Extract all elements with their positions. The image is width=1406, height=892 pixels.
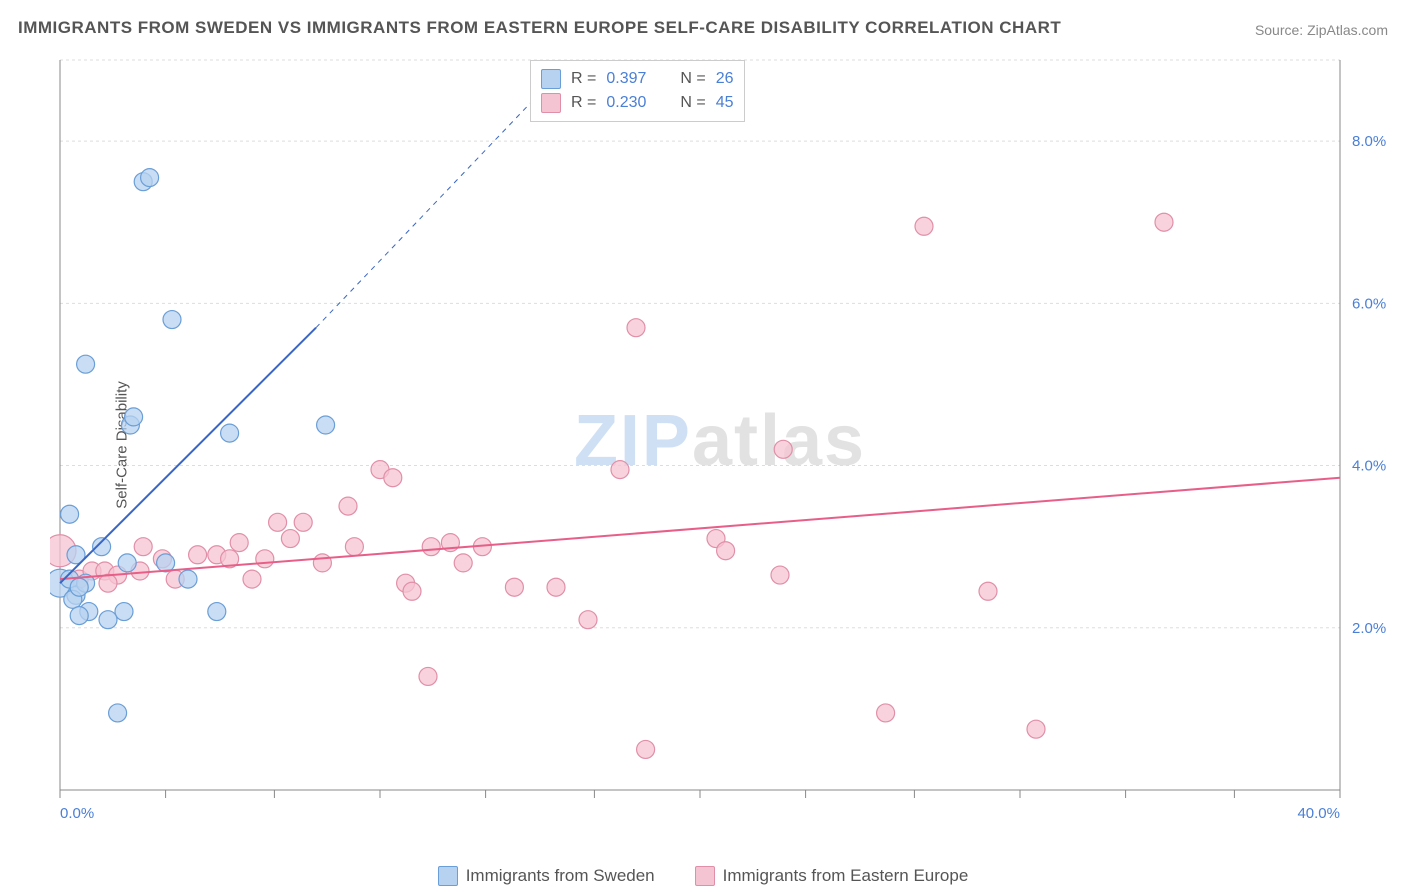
n-value-sweden: 26	[716, 70, 734, 88]
r-label: R =	[571, 70, 596, 88]
series-legend: Immigrants from Sweden Immigrants from E…	[0, 866, 1406, 886]
r-value-eastern-europe: 0.230	[606, 94, 646, 112]
legend-label-sweden: Immigrants from Sweden	[466, 866, 655, 886]
legend-swatch-sweden	[541, 69, 561, 89]
legend-row-eastern-europe: R = 0.230 N = 45	[541, 91, 734, 115]
legend-label-eastern-europe: Immigrants from Eastern Europe	[723, 866, 969, 886]
n-label: N =	[680, 70, 705, 88]
r-label: R =	[571, 94, 596, 112]
legend-item-eastern-europe: Immigrants from Eastern Europe	[695, 866, 969, 886]
legend-swatch-icon	[438, 866, 458, 886]
svg-text:6.0%: 6.0%	[1352, 295, 1386, 312]
legend-swatch-eastern-europe	[541, 93, 561, 113]
legend-row-sweden: R = 0.397 N = 26	[541, 67, 734, 91]
source-attribution: Source: ZipAtlas.com	[1255, 22, 1388, 38]
svg-text:8.0%: 8.0%	[1352, 133, 1386, 150]
legend-swatch-icon	[695, 866, 715, 886]
svg-text:2.0%: 2.0%	[1352, 620, 1386, 637]
legend-item-sweden: Immigrants from Sweden	[438, 866, 655, 886]
scatter-chart: 2.0% 4.0% 6.0% 8.0% 0.0% 40.0%	[50, 50, 1390, 840]
chart-title: IMMIGRANTS FROM SWEDEN VS IMMIGRANTS FRO…	[18, 18, 1061, 38]
svg-text:0.0%: 0.0%	[60, 805, 94, 822]
r-value-sweden: 0.397	[606, 70, 646, 88]
n-label: N =	[680, 94, 705, 112]
svg-text:4.0%: 4.0%	[1352, 458, 1386, 475]
svg-text:40.0%: 40.0%	[1297, 805, 1340, 822]
stats-legend: R = 0.397 N = 26 R = 0.230 N = 45	[530, 60, 745, 122]
n-value-eastern-europe: 45	[716, 94, 734, 112]
plot-area: Self-Care Disability ZIPatlas 2.0%4.0%6.…	[50, 50, 1390, 840]
